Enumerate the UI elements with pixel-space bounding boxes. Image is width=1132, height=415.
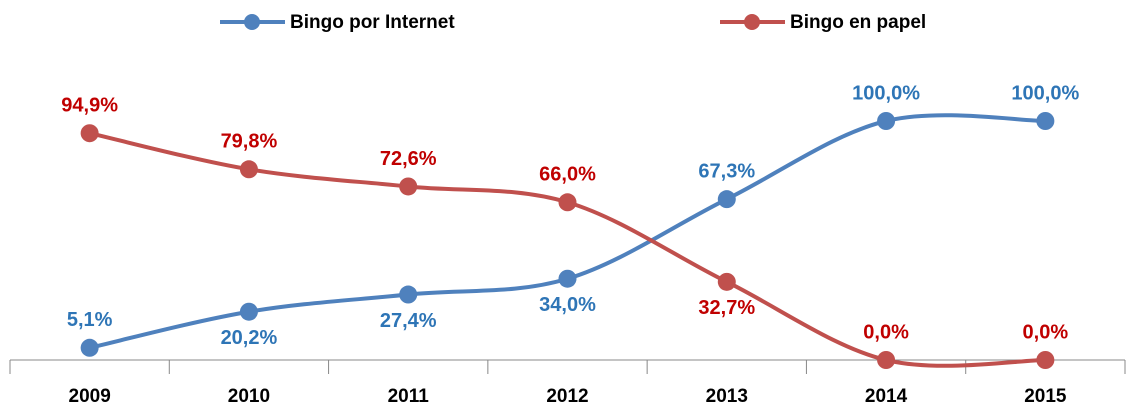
data-point: [1036, 351, 1055, 369]
data-point: [239, 302, 258, 321]
data-label: 32,7%: [698, 297, 755, 319]
data-point: [558, 193, 577, 212]
x-tick-label: 2012: [546, 386, 588, 407]
data-point: [717, 190, 736, 209]
data-label: 0,0%: [863, 321, 909, 343]
legend-label: Bingo por Internet: [290, 12, 455, 33]
data-point: [877, 112, 896, 130]
data-label: 5,1%: [67, 309, 113, 331]
data-label: 100,0%: [1011, 82, 1079, 104]
legend-label: Bingo en papel: [790, 12, 926, 33]
data-point: [558, 269, 577, 288]
data-label: 100,0%: [852, 82, 920, 104]
data-point: [717, 272, 736, 291]
data-label: 34,0%: [539, 294, 596, 316]
data-point: [399, 285, 418, 304]
data-label: 66,0%: [539, 164, 596, 186]
x-tick-label: 2014: [865, 386, 908, 407]
x-tick-label: 2013: [706, 386, 748, 407]
data-label: 20,2%: [221, 327, 278, 349]
x-tick-label: 2015: [1024, 386, 1067, 407]
data-point: [877, 351, 896, 369]
x-tick-label: 2009: [69, 386, 111, 407]
legend-marker: [244, 14, 260, 30]
data-point: [80, 338, 99, 357]
data-label: 27,4%: [380, 310, 437, 332]
x-tick-label: 2010: [228, 386, 270, 407]
data-label: 94,9%: [61, 94, 118, 116]
legend-marker: [744, 14, 760, 30]
x-tick-label: 2011: [388, 386, 430, 407]
data-point: [1036, 112, 1055, 130]
data-point: [239, 160, 258, 179]
data-point: [399, 177, 418, 196]
data-label: 0,0%: [1023, 321, 1069, 343]
data-label: 67,3%: [698, 160, 755, 182]
data-label: 72,6%: [380, 148, 437, 170]
data-point: [80, 124, 99, 143]
data-label: 79,8%: [221, 131, 278, 153]
